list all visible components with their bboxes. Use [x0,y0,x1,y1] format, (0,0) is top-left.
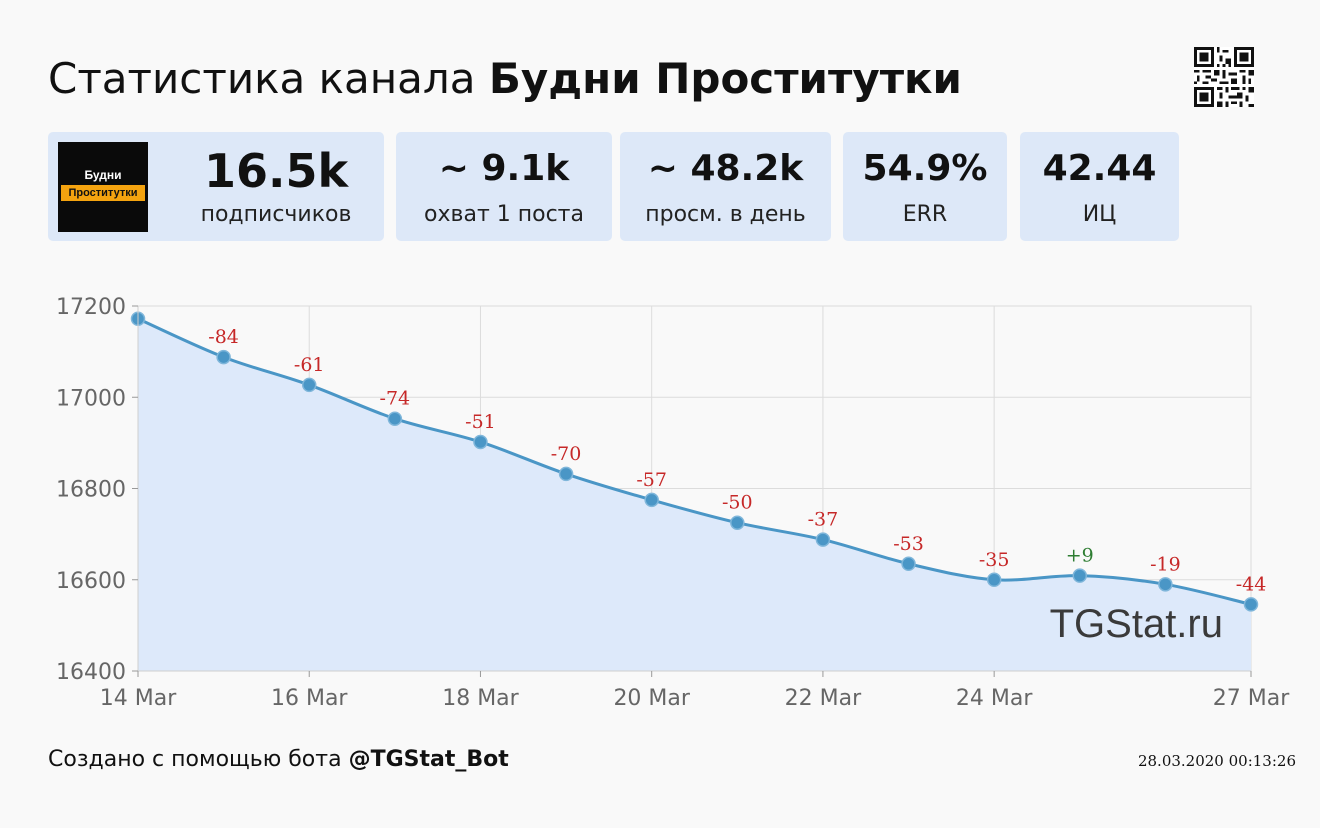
channel-logo: Будни Проститутки [58,142,148,232]
stat-card-err: 54.9% ERR [843,132,1007,241]
data-label: -51 [465,411,496,433]
data-label: -74 [380,388,411,410]
x-tick-label: 14 Mar [100,686,177,711]
y-tick-label: 17200 [56,295,126,320]
reach-value: ~ 9.1k [438,148,570,189]
x-tick-label: 18 Mar [442,686,519,711]
logo-line-1: Будни [84,168,122,182]
data-label: -84 [208,326,239,348]
data-label: +9 [1066,545,1094,567]
y-tick-label: 16600 [56,569,126,594]
data-label: -37 [808,509,839,531]
citation-index-value: 42.44 [1042,148,1157,189]
qr-code-icon [1194,47,1254,107]
data-label: -70 [551,443,582,465]
data-label: -61 [294,354,325,376]
bot-handle[interactable]: @TGStat_Bot [348,747,509,772]
data-point [301,377,317,393]
data-point [901,556,916,572]
y-tick-label: 16400 [56,660,126,685]
x-tick-label: 20 Mar [613,686,690,711]
data-point [1243,597,1259,612]
x-tick-label: 16 Mar [271,686,348,711]
footer-text: Создано с помощью бота [48,747,342,772]
series-line [137,317,1252,606]
subscribers-chart: TGStat.ru -84 -61 -74 -51 -70 -57 -50 -37 -53 -35 +… [56,295,1290,711]
data-point [387,411,403,426]
x-tick-label: 22 Mar [785,686,862,711]
x-tick-label: 24 Mar [956,686,1033,711]
data-point [1072,568,1088,583]
generated-timestamp: 28.03.2020 00:13:26 [1137,752,1296,770]
x-tick-label: 27 Mar [1213,686,1290,711]
y-tick-label: 16800 [56,478,126,503]
footer-credit: Создано с помощью бота @TGStat_Bot [48,747,509,772]
data-label: -44 [1236,573,1267,595]
data-point [986,572,1002,587]
err-value: 54.9% [862,148,988,189]
stat-card-subscribers: Будни Проститутки 16.5k подписчиков [48,132,384,241]
series-area [138,318,1251,671]
title-prefix: Статистика канала [48,54,476,103]
logo-line-2: Проститутки [61,185,145,201]
data-point [644,492,659,508]
subscribers-value: 16.5k [203,144,349,198]
err-label: ERR [902,202,948,227]
channel-name: Будни Проститутки [488,54,962,103]
daily-views-value: ~ 48.2k [647,148,804,189]
data-label: -35 [979,549,1010,571]
data-point [216,349,231,365]
y-tick-label: 17000 [56,386,126,411]
data-label: -57 [636,469,667,491]
data-label: -53 [893,533,924,555]
daily-views-label: просм. в день [645,202,806,227]
watermark-text: TGStat.ru [1050,602,1223,646]
data-point [815,532,831,547]
data-label: -50 [722,492,753,514]
data-point [473,434,488,450]
data-label: -19 [1150,553,1181,575]
page-title: Статистика канала Будни Проститутки [48,52,962,106]
data-point [558,466,574,482]
data-point [730,515,745,530]
data-point [1158,577,1173,592]
stat-card-daily-views: ~ 48.2k просм. в день [620,132,831,241]
citation-index-label: ИЦ [1082,202,1117,227]
stat-card-reach: ~ 9.1k охват 1 поста [396,132,612,241]
subscribers-label: подписчиков [200,202,352,227]
stat-card-citation-index: 42.44 ИЦ [1020,132,1179,241]
reach-label: охват 1 поста [424,202,584,227]
